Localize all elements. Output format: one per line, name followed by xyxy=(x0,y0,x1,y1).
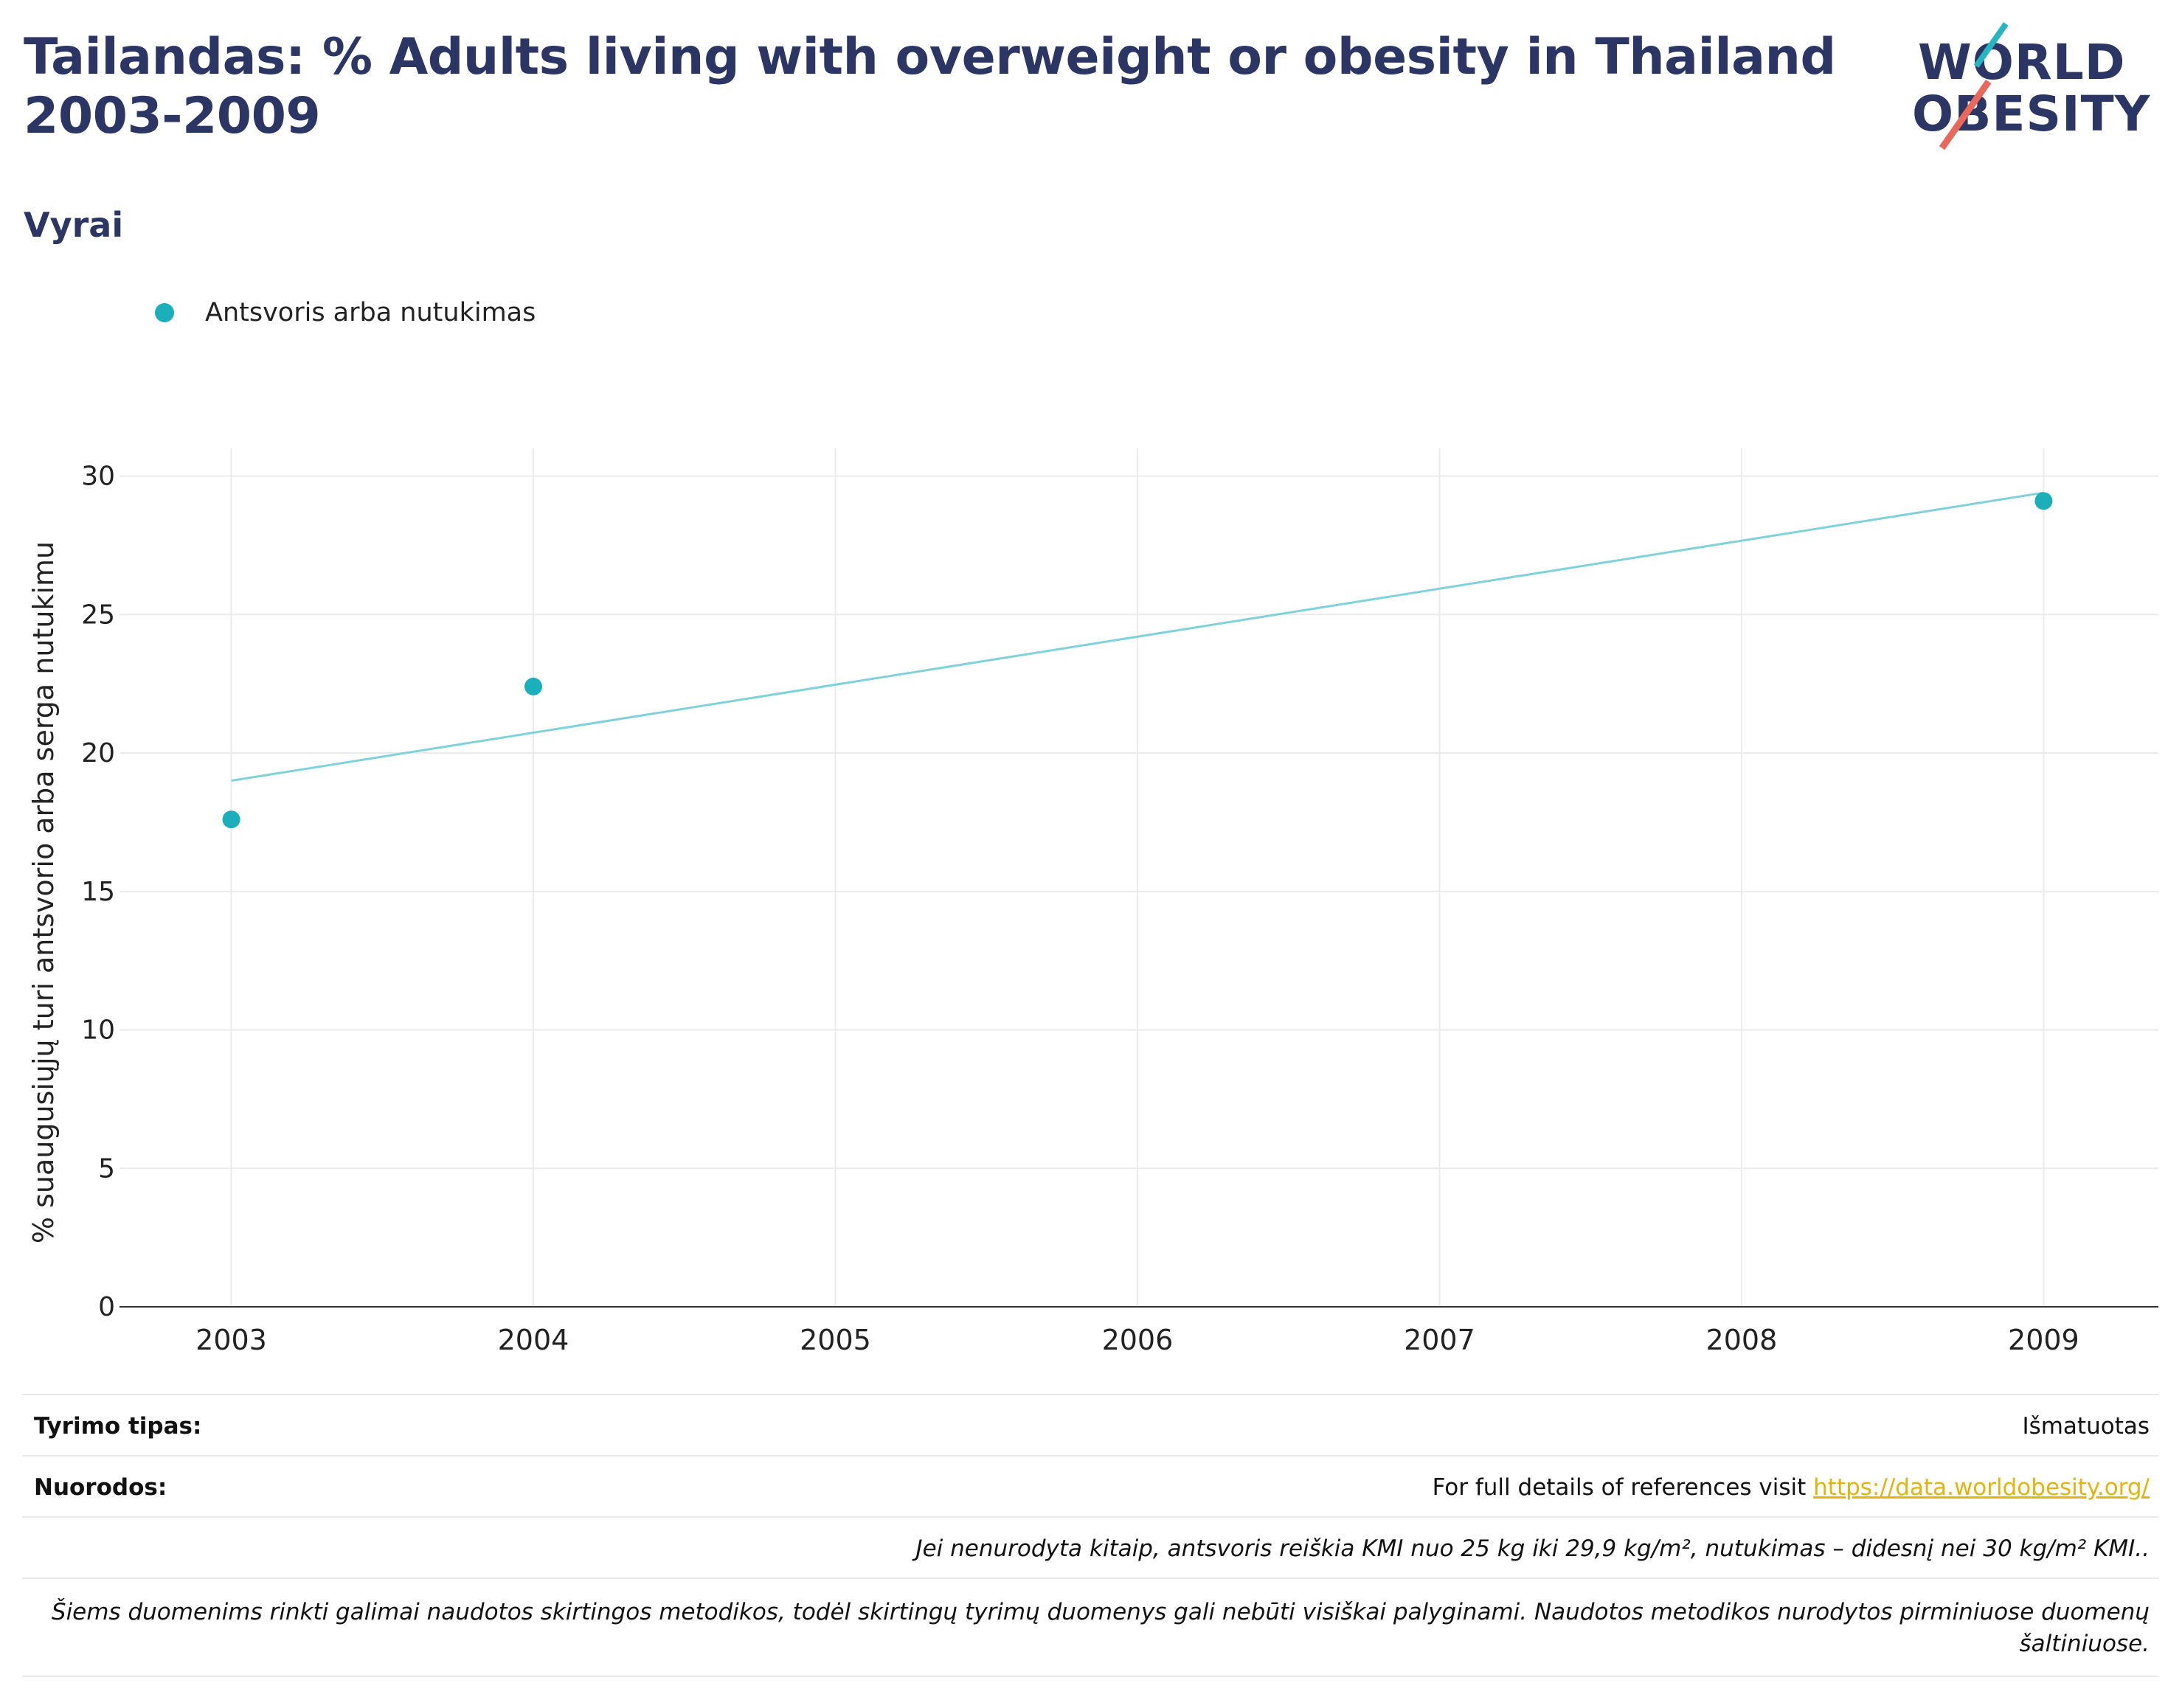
y-tick-label: 20 xyxy=(81,738,115,768)
references-value: For full details of references visit htt… xyxy=(1433,1474,2150,1501)
y-tick-label: 25 xyxy=(81,600,115,630)
y-tick-label: 15 xyxy=(81,877,115,907)
chart-title: Tailandas: % Adults living with overweig… xyxy=(24,28,1836,145)
references-link[interactable]: https://data.worldobesity.org/ xyxy=(1813,1474,2150,1501)
x-tick-label: 2008 xyxy=(1706,1324,1778,1356)
world-obesity-logo: WORLD OBESITY xyxy=(1912,21,2169,153)
logo-text-world: WORLD xyxy=(1918,34,2126,91)
definition-note: Jei nenurodyta kitaip, antsvoris reiškia… xyxy=(915,1535,2150,1562)
y-tick-label: 0 xyxy=(98,1292,115,1322)
footer-study-type-row: Tyrimo tipas: Išmatuotas xyxy=(22,1394,2158,1454)
y-axis-label: % suaugusiųjų turi antsvorio arba serga … xyxy=(27,541,60,1243)
legend-marker xyxy=(155,303,174,322)
study-type-value: Išmatuotas xyxy=(2022,1413,2150,1440)
data-point xyxy=(222,810,240,829)
trendline xyxy=(231,491,2044,782)
footer-references-row: Nuorodos: For full details of references… xyxy=(22,1455,2158,1516)
study-type-label: Tyrimo tipas: xyxy=(34,1413,202,1440)
x-tick-label: 2007 xyxy=(1404,1324,1475,1356)
data-point xyxy=(524,677,542,695)
references-text: For full details of references visit xyxy=(1432,1474,1814,1501)
chart-subtitle: Vyrai xyxy=(24,205,124,245)
methodology-note-line1: Šiems duomenims rinkti galimai naudotos … xyxy=(51,1599,2150,1625)
footer-note-methodology-row: Šiems duomenims rinkti galimai naudotos … xyxy=(22,1577,2158,1675)
footer-note-definition-row: Jei nenurodyta kitaip, antsvoris reiškia… xyxy=(22,1516,2158,1577)
scatter-chart: 0 5 10 15 20 25 30 2003 2004 2005 2006 2007 2008 2009… xyxy=(27,448,2158,1356)
methodology-note: Šiems duomenims rinkti galimai naudotos … xyxy=(52,1597,2150,1660)
x-tick-label: 2004 xyxy=(498,1324,569,1356)
methodology-note-line2: šaltiniuose. xyxy=(2019,1631,2150,1657)
x-tick-label: 2009 xyxy=(2008,1324,2079,1356)
y-tick-label: 30 xyxy=(81,462,115,492)
references-label: Nuorodos: xyxy=(34,1474,167,1501)
data-point xyxy=(2034,492,2053,510)
y-tick-label: 10 xyxy=(81,1016,115,1046)
y-tick-label: 5 xyxy=(98,1153,115,1184)
x-tick-label: 2006 xyxy=(1102,1324,1174,1356)
x-tick-label: 2005 xyxy=(800,1324,871,1356)
footer-bottom-divider xyxy=(22,1676,2158,1677)
chart-legend[interactable]: Antsvoris arba nutukimas xyxy=(155,298,536,327)
legend-label: Antsvoris arba nutukimas xyxy=(205,298,536,327)
x-tick-label: 2003 xyxy=(195,1324,267,1356)
